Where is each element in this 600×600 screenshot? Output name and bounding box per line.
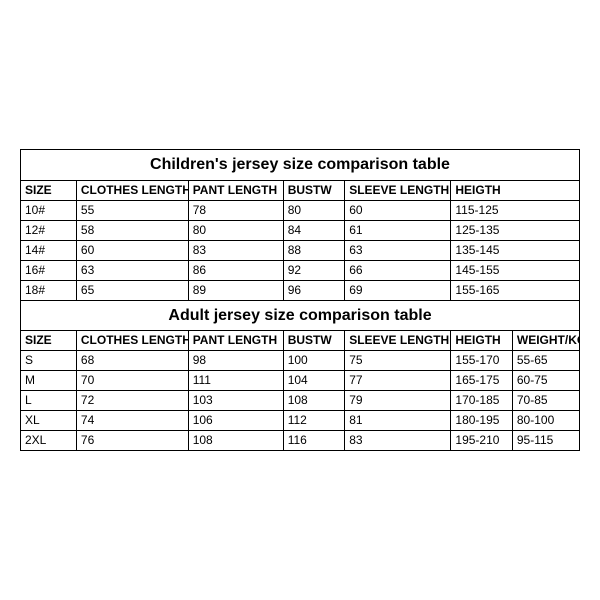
cell-bustw: 88 <box>283 240 344 260</box>
cell-height: 125-135 <box>451 220 580 240</box>
col-clothes: CLOTHES LENGTH <box>76 331 188 351</box>
col-size: SIZE <box>21 331 77 351</box>
cell-pant: 83 <box>188 240 283 260</box>
cell-clothes: 76 <box>76 431 188 451</box>
cell-weight: 60-75 <box>512 371 579 391</box>
cell-size: 2XL <box>21 431 77 451</box>
table-row: M 70 111 104 77 165-175 60-75 <box>21 371 580 391</box>
cell-clothes: 63 <box>76 260 188 280</box>
cell-weight: 80-100 <box>512 411 579 431</box>
col-sleeve: SLEEVE LENGTH <box>345 180 451 200</box>
cell-height: 155-170 <box>451 351 512 371</box>
cell-bustw: 112 <box>283 411 344 431</box>
cell-height: 155-165 <box>451 280 580 300</box>
table-row: S 68 98 100 75 155-170 55-65 <box>21 351 580 371</box>
cell-sleeve: 61 <box>345 220 451 240</box>
cell-pant: 98 <box>188 351 283 371</box>
children-title-row: Children's jersey size comparison table <box>21 149 580 180</box>
cell-clothes: 74 <box>76 411 188 431</box>
cell-clothes: 72 <box>76 391 188 411</box>
col-weight: WEIGHT/KG <box>512 331 579 351</box>
cell-height: 165-175 <box>451 371 512 391</box>
cell-pant: 106 <box>188 411 283 431</box>
cell-size: 18# <box>21 280 77 300</box>
cell-bustw: 80 <box>283 200 344 220</box>
cell-size: 12# <box>21 220 77 240</box>
table-container: Children's jersey size comparison table … <box>20 149 580 451</box>
cell-clothes: 55 <box>76 200 188 220</box>
cell-size: S <box>21 351 77 371</box>
cell-sleeve: 69 <box>345 280 451 300</box>
children-title: Children's jersey size comparison table <box>21 149 580 180</box>
table-row: 10# 55 78 80 60 115-125 <box>21 200 580 220</box>
cell-height: 145-155 <box>451 260 580 280</box>
cell-clothes: 68 <box>76 351 188 371</box>
cell-bustw: 104 <box>283 371 344 391</box>
table-row: L 72 103 108 79 170-185 70-85 <box>21 391 580 411</box>
cell-pant: 111 <box>188 371 283 391</box>
size-table: Children's jersey size comparison table … <box>20 149 580 451</box>
cell-sleeve: 75 <box>345 351 451 371</box>
cell-size: M <box>21 371 77 391</box>
cell-weight: 70-85 <box>512 391 579 411</box>
cell-bustw: 92 <box>283 260 344 280</box>
col-bustw: BUSTW <box>283 331 344 351</box>
cell-pant: 108 <box>188 431 283 451</box>
cell-bustw: 84 <box>283 220 344 240</box>
cell-sleeve: 63 <box>345 240 451 260</box>
adult-title: Adult jersey size comparison table <box>21 300 580 331</box>
cell-sleeve: 79 <box>345 391 451 411</box>
cell-bustw: 100 <box>283 351 344 371</box>
cell-weight: 55-65 <box>512 351 579 371</box>
col-bustw: BUSTW <box>283 180 344 200</box>
col-size: SIZE <box>21 180 77 200</box>
cell-sleeve: 81 <box>345 411 451 431</box>
cell-height: 170-185 <box>451 391 512 411</box>
children-header-row: SIZE CLOTHES LENGTH PANT LENGTH BUSTW SL… <box>21 180 580 200</box>
cell-pant: 89 <box>188 280 283 300</box>
cell-sleeve: 83 <box>345 431 451 451</box>
col-sleeve: SLEEVE LENGTH <box>345 331 451 351</box>
cell-bustw: 116 <box>283 431 344 451</box>
cell-sleeve: 77 <box>345 371 451 391</box>
cell-clothes: 70 <box>76 371 188 391</box>
adult-header-row: SIZE CLOTHES LENGTH PANT LENGTH BUSTW SL… <box>21 331 580 351</box>
cell-sleeve: 66 <box>345 260 451 280</box>
cell-size: L <box>21 391 77 411</box>
cell-clothes: 65 <box>76 280 188 300</box>
cell-size: 16# <box>21 260 77 280</box>
cell-size: 10# <box>21 200 77 220</box>
cell-height: 115-125 <box>451 200 580 220</box>
cell-height: 180-195 <box>451 411 512 431</box>
table-row: 18# 65 89 96 69 155-165 <box>21 280 580 300</box>
cell-pant: 78 <box>188 200 283 220</box>
cell-height: 195-210 <box>451 431 512 451</box>
cell-weight: 95-115 <box>512 431 579 451</box>
col-pant: PANT LENGTH <box>188 331 283 351</box>
cell-size: XL <box>21 411 77 431</box>
cell-pant: 103 <box>188 391 283 411</box>
col-clothes: CLOTHES LENGTH <box>76 180 188 200</box>
cell-pant: 80 <box>188 220 283 240</box>
cell-clothes: 60 <box>76 240 188 260</box>
cell-bustw: 96 <box>283 280 344 300</box>
col-pant: PANT LENGTH <box>188 180 283 200</box>
col-height: HEIGTH <box>451 331 512 351</box>
adult-title-row: Adult jersey size comparison table <box>21 300 580 331</box>
table-row: 16# 63 86 92 66 145-155 <box>21 260 580 280</box>
cell-height: 135-145 <box>451 240 580 260</box>
cell-clothes: 58 <box>76 220 188 240</box>
table-row: 14# 60 83 88 63 135-145 <box>21 240 580 260</box>
page: Children's jersey size comparison table … <box>0 0 600 600</box>
table-row: 12# 58 80 84 61 125-135 <box>21 220 580 240</box>
cell-size: 14# <box>21 240 77 260</box>
cell-sleeve: 60 <box>345 200 451 220</box>
table-row: 2XL 76 108 116 83 195-210 95-115 <box>21 431 580 451</box>
col-height: HEIGTH <box>451 180 580 200</box>
cell-bustw: 108 <box>283 391 344 411</box>
table-row: XL 74 106 112 81 180-195 80-100 <box>21 411 580 431</box>
cell-pant: 86 <box>188 260 283 280</box>
